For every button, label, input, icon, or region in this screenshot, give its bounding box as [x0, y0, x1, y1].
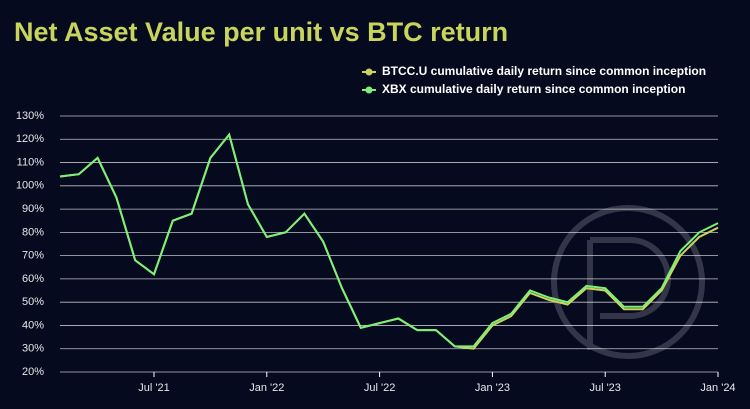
watermark: [551, 205, 705, 359]
x-tick-label: Jan '24: [700, 382, 735, 394]
x-tick-label: Jul '21: [138, 382, 169, 394]
x-tick-label: Jul '22: [364, 382, 395, 394]
y-tick-label: 90%: [22, 203, 44, 215]
y-tick-label: 70%: [22, 250, 44, 262]
legend-marker: [365, 86, 373, 94]
x-tick-label: Jul '23: [589, 382, 620, 394]
y-tick-label: 50%: [22, 296, 44, 308]
x-tick-label: Jan '22: [249, 382, 284, 394]
series-line: [59, 132, 719, 348]
y-tick-label: 80%: [22, 226, 44, 238]
y-tick-label: 20%: [22, 366, 44, 378]
legend-label: XBX cumulative daily return since common…: [382, 82, 685, 96]
y-tick-label: 130%: [16, 110, 44, 122]
y-tick-label: 100%: [16, 180, 44, 192]
y-tick-label: 30%: [22, 343, 44, 355]
y-tick-label: 40%: [22, 319, 44, 331]
legend-label: BTCC.U cumulative daily return since com…: [382, 64, 706, 78]
chart-title: Net Asset Value per unit vs BTC return: [14, 17, 508, 47]
y-tick-label: 120%: [16, 133, 44, 145]
x-tick-label: Jan '23: [475, 382, 510, 394]
legend-marker: [365, 68, 373, 76]
y-tick-label: 60%: [22, 273, 44, 285]
y-tick-label: 110%: [17, 156, 45, 168]
